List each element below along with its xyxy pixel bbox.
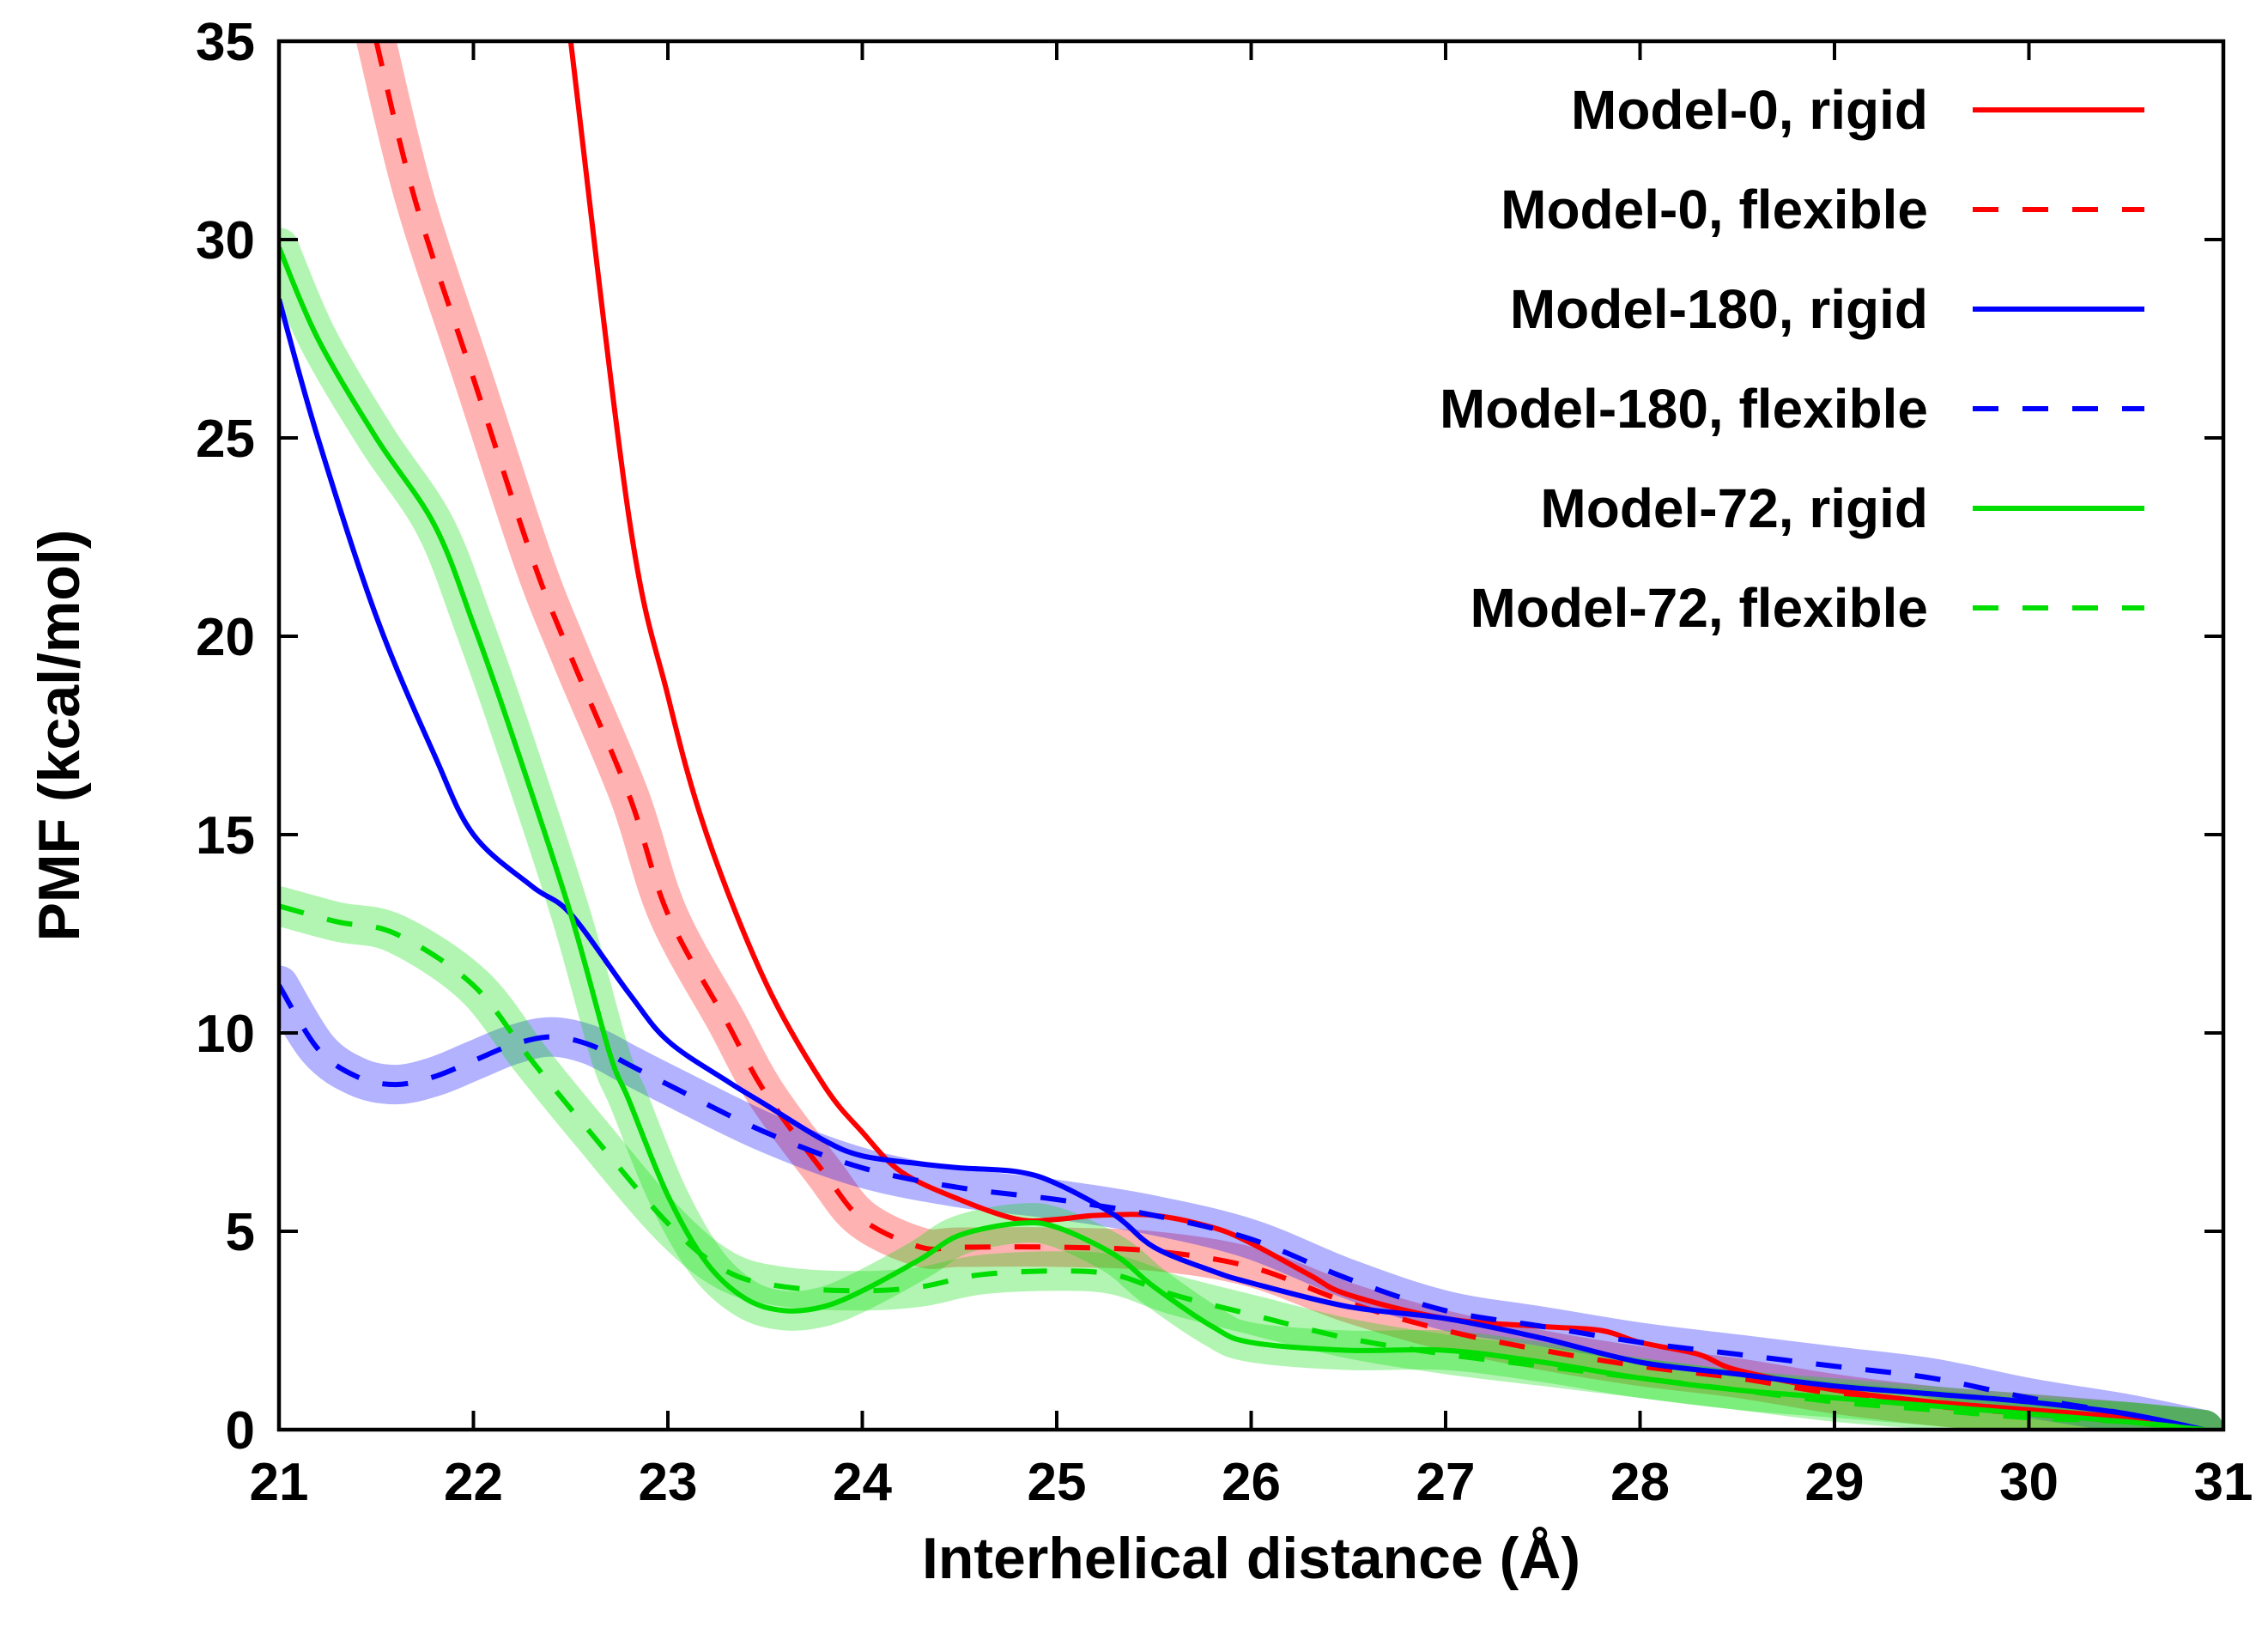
legend-label-2: Model-180, rigid [1510,278,1928,340]
x-tick-label-3: 24 [833,1453,892,1512]
x-tick-label-4: 25 [1028,1453,1087,1512]
legend: Model-0, rigid Model-0, flexible Model-180… [1440,79,2144,639]
series-line-4 [279,246,2204,1430]
series-line-3 [279,984,2204,1430]
y-tick-label-1: 5 [226,1203,255,1262]
y-tick-label-6: 30 [196,211,255,270]
x-axis-title: Interhelical distance (Å) [922,1526,1580,1591]
x-tick-label-10: 31 [2194,1453,2253,1512]
x-tick-label-2: 23 [639,1453,698,1512]
y-axis-title: PMF (kcal/mol) [27,530,92,942]
x-tick-label-6: 27 [1416,1453,1476,1512]
y-tick-label-4: 20 [196,608,255,667]
series-line-2 [279,298,2204,1430]
axis-ticks [277,39,2225,1431]
x-tick-label-8: 29 [1805,1453,1865,1512]
legend-label-3: Model-180, flexible [1440,378,1928,440]
uncertainty-bands [279,41,2223,1430]
y-tick-label-7: 35 [196,13,255,72]
x-tick-label-1: 22 [444,1453,503,1512]
tick-labels: 21 22 23 24 25 26 27 28 29 30 31 0 5 10 15 20 25 30 35 [196,13,2253,1512]
y-tick-label-2: 10 [196,1005,255,1064]
x-tick-label-9: 30 [1999,1453,2059,1512]
legend-label-0: Model-0, rigid [1571,79,1928,141]
x-tick-label-7: 28 [1610,1453,1670,1512]
y-tick-label-3: 15 [196,806,255,866]
series-band-3 [279,965,2223,1430]
legend-label-5: Model-72, flexible [1471,577,1928,639]
series-line-1 [373,41,2204,1430]
legend-label-4: Model-72, rigid [1540,477,1928,539]
y-tick-label-0: 0 [226,1401,255,1461]
series-lines [279,41,2204,1430]
y-tick-label-5: 25 [196,410,255,469]
x-tick-label-0: 21 [250,1453,309,1512]
x-tick-label-5: 26 [1222,1453,1281,1512]
series-line-0 [567,41,2204,1430]
series-band-5 [279,886,2223,1430]
legend-label-1: Model-0, flexible [1501,179,1928,240]
